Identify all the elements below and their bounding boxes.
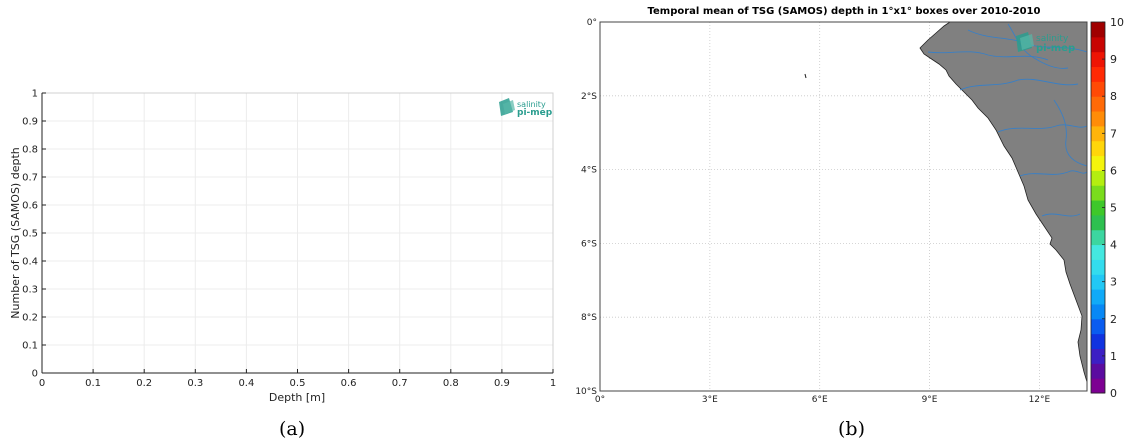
y-tick-label-a: 0.1 <box>22 341 38 352</box>
x-tick-label-a: 0.8 <box>443 378 459 389</box>
island-dot <box>804 73 807 79</box>
y-tick-label-a: 0.5 <box>22 229 38 240</box>
colorbar-swatch <box>1091 303 1105 320</box>
logo-line1-a: salinity <box>517 100 546 109</box>
lat-tick-label: 6°S <box>581 239 597 249</box>
x-ticks-a: 0 0.1 0.2 0.3 0.4 0.5 0.6 0.7 0.8 0.9 1 <box>39 369 556 389</box>
panel-a-chart: 0 0.1 0.2 0.3 0.4 0.5 0.6 0.7 0.8 0.9 1 0 0.1 0.2 0.3… <box>9 89 556 405</box>
lon-tick-label: 3°E <box>702 395 718 405</box>
lon-tick-label: 6°E <box>812 395 828 405</box>
x-tick-label-a: 0.6 <box>341 378 357 389</box>
colorbar-swatch <box>1091 289 1105 305</box>
colorbar-swatch <box>1091 51 1105 68</box>
map-title: Temporal mean of TSG (SAMOS) depth in 1°… <box>648 6 1041 17</box>
colorbar-tick-label: 9 <box>1110 53 1117 66</box>
river-2 <box>959 78 1079 91</box>
map-y-ticks: 0° 2°S 4°S 6°S 8°S 10°S <box>575 18 597 397</box>
river-5 <box>1041 213 1081 217</box>
x-tick-label-a: 0.2 <box>136 378 152 389</box>
lat-tick-label: 2°S <box>581 92 597 102</box>
colorbar-swatch <box>1091 111 1105 127</box>
colorbar-swatch <box>1091 348 1105 364</box>
colorbar-swatch <box>1091 66 1105 82</box>
lat-tick-label: 8°S <box>581 313 597 323</box>
colorbar-swatch <box>1091 244 1105 260</box>
lat-tick-label: 0° <box>587 18 597 28</box>
y-ticks-a: 0 0.1 0.2 0.3 0.4 0.5 0.6 0.7 0.8 0.9 1 <box>22 89 46 380</box>
colorbar-tick-label: 6 <box>1110 164 1117 177</box>
colorbar-swatch <box>1091 200 1105 216</box>
x-tick-label-a: 0.7 <box>392 378 408 389</box>
river-1 <box>927 51 1049 61</box>
colorbar-swatch <box>1091 333 1105 349</box>
y-tick-label-a: 0.4 <box>22 257 38 268</box>
x-tick-label-a: 0 <box>39 378 45 389</box>
caption-a: (a) <box>279 418 306 440</box>
caption-b: (b) <box>838 418 865 440</box>
colorbar-swatch <box>1091 22 1105 38</box>
lon-tick-label: 0° <box>595 395 605 405</box>
colorbar-swatch <box>1091 214 1105 231</box>
colorbar-swatch <box>1091 274 1105 290</box>
y-tick-label-a: 0.7 <box>22 173 38 184</box>
x-tick-label-a: 0.9 <box>494 378 510 389</box>
colorbar <box>1091 22 1105 394</box>
grid-a <box>41 92 554 374</box>
y-tick-label-a: 0.3 <box>22 285 38 296</box>
lat-tick-label: 4°S <box>581 166 597 176</box>
colorbar-swatch <box>1091 81 1105 97</box>
logo-line1-b: salinity <box>1036 34 1069 44</box>
logo-line2-a: pi-mep <box>517 108 553 118</box>
map-frame <box>599 21 1088 392</box>
logo-line2-b: pi-mep <box>1036 43 1075 54</box>
colorbar-tick-label: 7 <box>1110 127 1117 140</box>
colorbar-swatch <box>1091 318 1105 335</box>
x-axis-label-a: Depth [m] <box>269 391 325 404</box>
x-tick-label-a: 1 <box>550 378 556 389</box>
river-8 <box>1007 23 1069 69</box>
y-axis-label-a: Number of TSG (SAMOS) depth <box>9 147 22 318</box>
y-tick-label-a: 0.2 <box>22 313 38 324</box>
x-tick-label-a: 0.1 <box>85 378 101 389</box>
salinity-pimep-logo-b: salinity pi-mep <box>1016 32 1075 54</box>
y-tick-label-a: 0 <box>32 369 38 380</box>
colorbar-tick-label: 5 <box>1110 202 1117 215</box>
colorbar-ticks: 0 1 2 3 4 5 6 7 8 9 10 <box>1102 16 1124 400</box>
colorbar-swatch <box>1091 378 1105 394</box>
y-tick-label-a: 1 <box>32 89 38 100</box>
map-x-ticks: 0° 3°E 6°E 9°E 12°E <box>595 395 1051 405</box>
river-7 <box>1053 99 1087 167</box>
y-tick-label-a: 0.6 <box>22 201 38 212</box>
colorbar-tick-label: 3 <box>1110 276 1117 289</box>
colorbar-swatch <box>1091 259 1105 275</box>
colorbar-tick-label: 10 <box>1110 16 1124 29</box>
colorbar-swatch <box>1091 229 1105 246</box>
lon-tick-label: 9°E <box>922 395 938 405</box>
colorbar-swatch <box>1091 170 1105 186</box>
colorbar-swatch <box>1091 363 1105 379</box>
panel-b-map: Temporal mean of TSG (SAMOS) depth in 1°… <box>575 6 1124 405</box>
y-tick-label-a: 0.8 <box>22 145 38 156</box>
colorbar-swatch <box>1091 185 1105 201</box>
colorbar-tick-label: 8 <box>1110 90 1117 103</box>
y-tick-label-a: 0.9 <box>22 117 38 128</box>
river-3 <box>997 124 1087 133</box>
colorbar-tick-label: 1 <box>1110 350 1117 363</box>
x-tick-label-a: 0.4 <box>238 378 254 389</box>
colorbar-tick-label: 4 <box>1110 239 1117 252</box>
colorbar-swatch <box>1091 125 1105 142</box>
salinity-pimep-logo-a: salinity pi-mep <box>499 98 553 118</box>
colorbar-swatch <box>1091 36 1105 53</box>
colorbar-swatch <box>1091 96 1105 112</box>
colorbar-swatch <box>1091 140 1105 157</box>
lon-tick-label: 12°E <box>1029 395 1051 405</box>
colorbar-tick-label: 2 <box>1110 313 1117 326</box>
x-tick-label-a: 0.3 <box>187 378 203 389</box>
river-4 <box>1019 170 1087 177</box>
colorbar-tick-label: 0 <box>1110 387 1117 400</box>
x-tick-label-a: 0.5 <box>290 378 306 389</box>
lat-tick-label: 10°S <box>575 387 597 397</box>
colorbar-swatch <box>1091 155 1105 171</box>
